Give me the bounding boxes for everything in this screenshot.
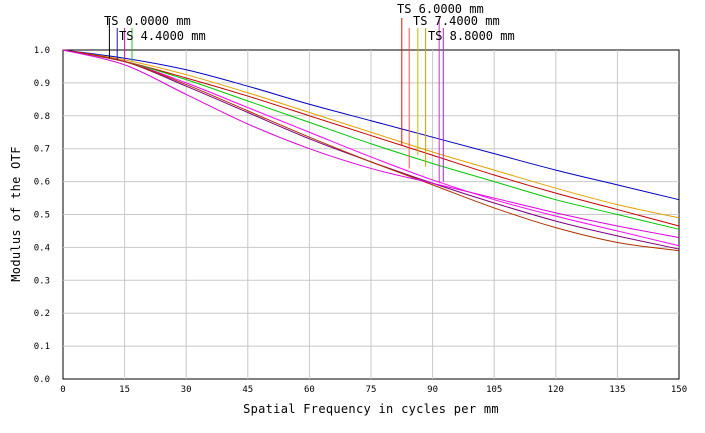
y-tick-label: 0.9 — [34, 79, 50, 89]
x-tick-label: 60 — [304, 385, 315, 395]
y-tick-label: 1.0 — [34, 46, 50, 56]
x-tick-label: 90 — [427, 385, 438, 395]
legend-markers — [108, 18, 444, 184]
y-tick-label: 0.3 — [34, 276, 50, 286]
x-tick-label: 105 — [486, 385, 502, 395]
x-tick-label: 30 — [181, 385, 192, 395]
series-line-3 — [62, 49, 680, 227]
legend-label: TS 8.8000 mm — [428, 29, 515, 43]
x-tick-label: 120 — [548, 385, 564, 395]
x-tick-label: 75 — [366, 385, 377, 395]
tick-labels: 0 15 30 45 60 75 90 105 120 135 150 0.0 0.1 0.2 0.3 0.4… — [34, 46, 687, 395]
y-tick-label: 0.1 — [34, 342, 50, 352]
legend-label: TS 6.0000 mm — [397, 2, 484, 16]
y-tick-label: 0.0 — [34, 375, 50, 385]
x-tick-label: 45 — [242, 385, 253, 395]
series-lines — [62, 49, 680, 252]
series-line-2 — [62, 49, 680, 219]
series-line-1 — [62, 49, 680, 201]
x-axis-title: Spatial Frequency in cycles per mm — [243, 402, 499, 416]
y-axis-title: Modulus of the OTF — [9, 146, 23, 281]
legend-label: TS 0.0000 mm — [104, 14, 191, 28]
x-tick-label: 15 — [119, 385, 130, 395]
series-line-8 — [62, 49, 680, 239]
x-tick-label: 150 — [671, 385, 687, 395]
y-tick-label: 0.7 — [34, 145, 50, 155]
legend-label: TS 4.4000 mm — [119, 29, 206, 43]
y-tick-label: 0.5 — [34, 211, 50, 221]
series-line-5 — [62, 49, 680, 247]
grid — [63, 50, 679, 379]
series-line-7 — [62, 49, 680, 252]
y-tick-label: 0.6 — [34, 178, 50, 188]
x-tick-label: 0 — [60, 385, 65, 395]
y-tick-label: 0.2 — [34, 309, 50, 319]
y-tick-label: 0.8 — [34, 112, 50, 122]
series-line-4 — [62, 49, 680, 230]
legend-label: TS 7.4000 mm — [413, 14, 500, 28]
y-tick-label: 0.4 — [34, 243, 50, 253]
x-tick-label: 135 — [609, 385, 625, 395]
